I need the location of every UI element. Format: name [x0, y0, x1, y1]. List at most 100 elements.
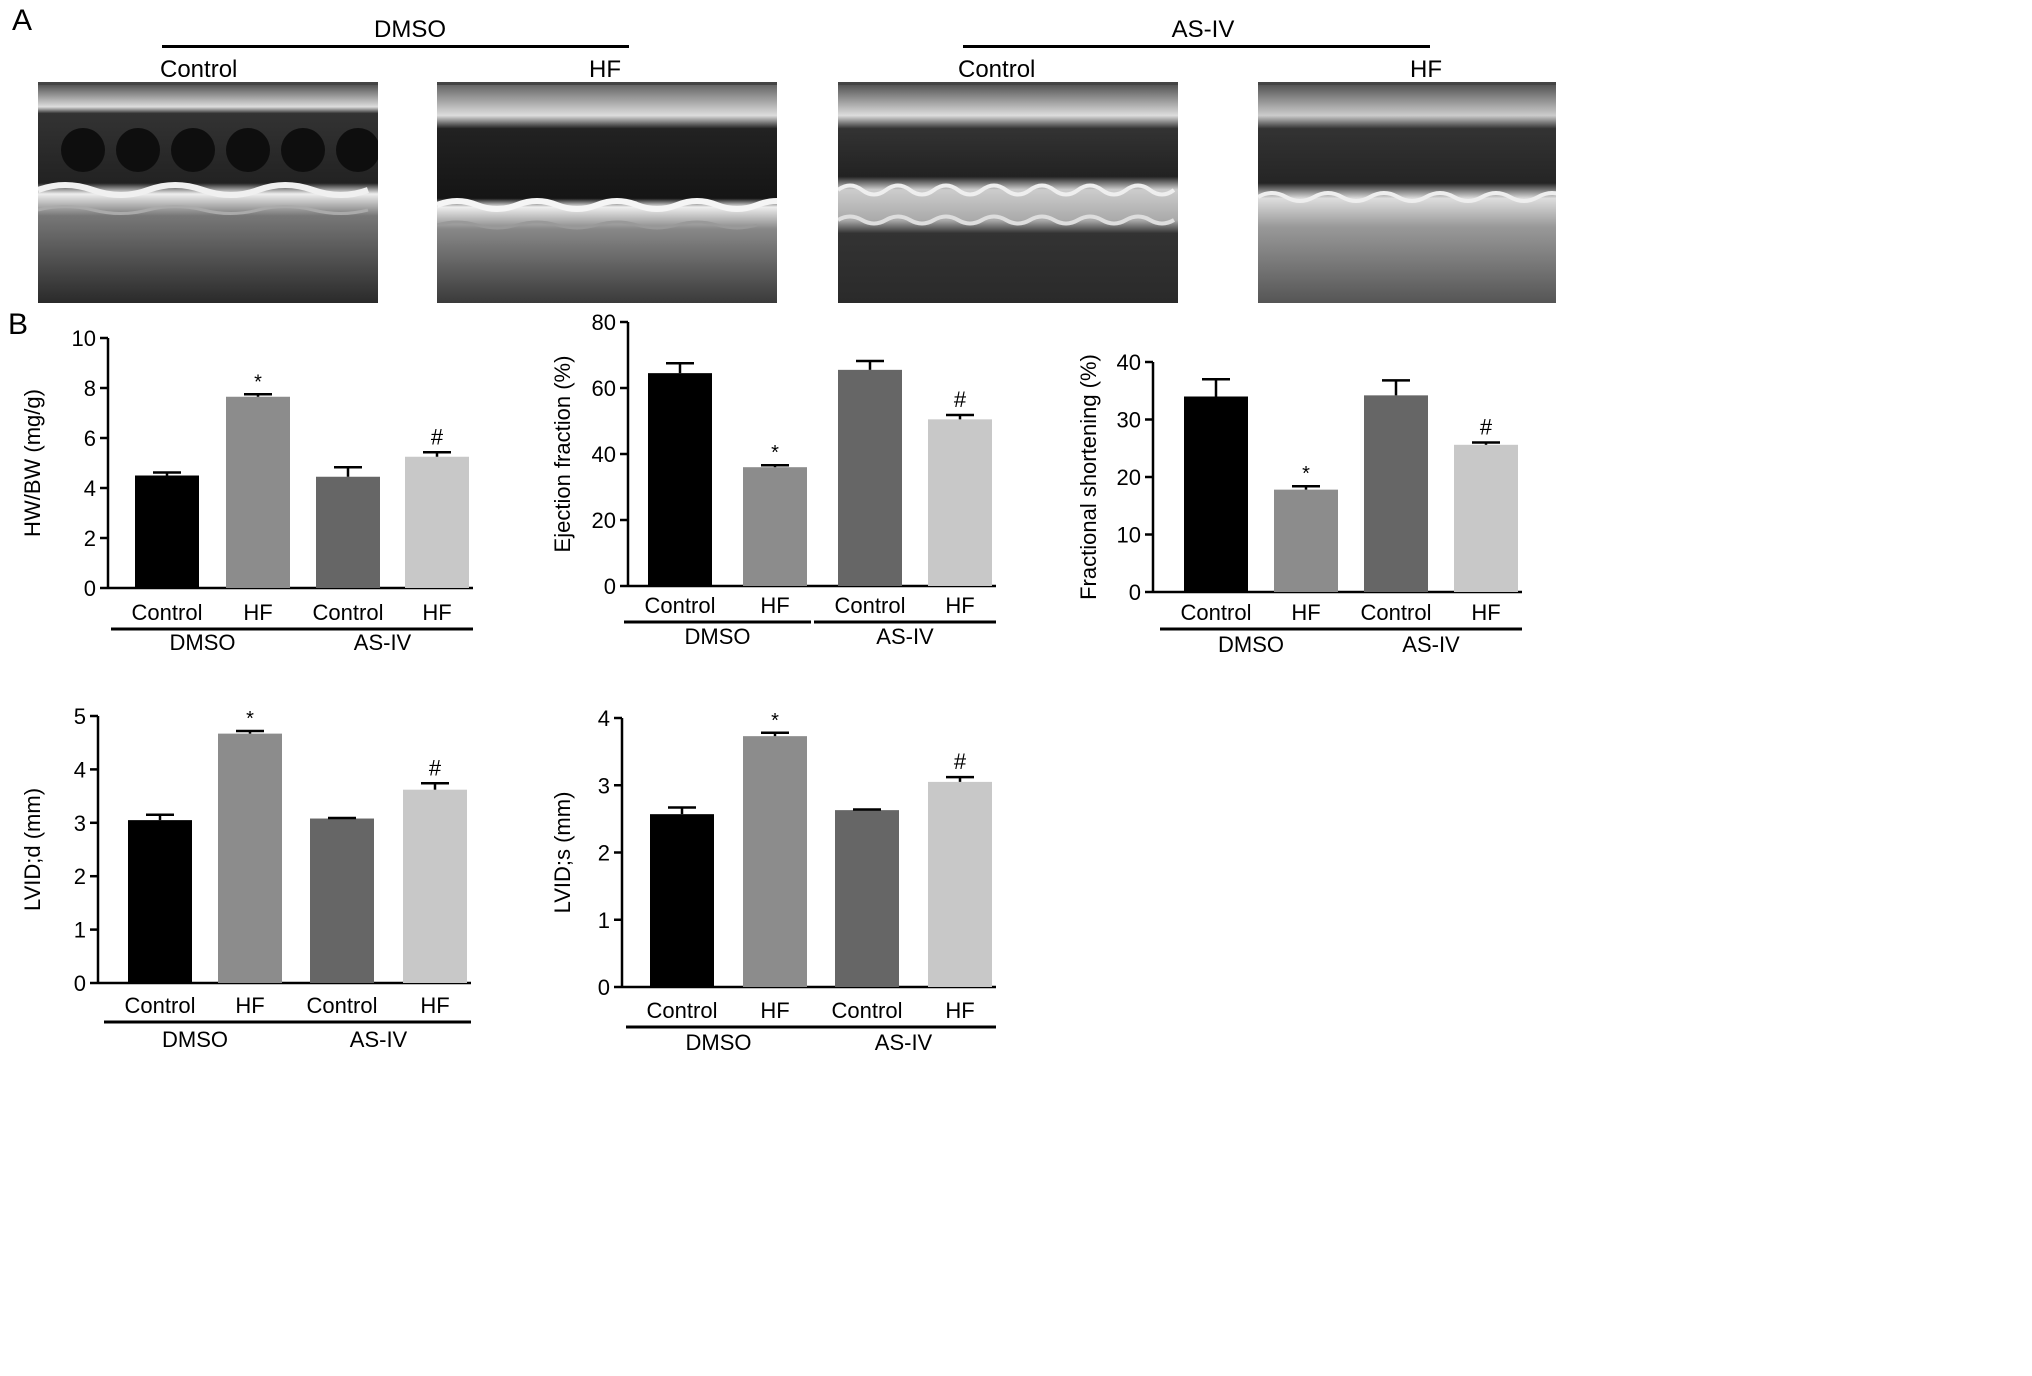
chart-4-bar-0: [650, 814, 714, 987]
chart-4-annotation-1: *: [771, 710, 779, 732]
chart-1-bar-3: [928, 419, 992, 586]
dmso-group-line: [162, 45, 629, 48]
chart-2-category-label-0: Control: [1181, 600, 1252, 625]
chart-3-ytick-label-1: 1: [74, 918, 86, 943]
chart-2-category-label-2: Control: [1361, 600, 1432, 625]
chart-3-bar-2: [310, 818, 374, 983]
chart-1-group-label-0: DMSO: [685, 624, 751, 649]
chart-3-annotation-1: *: [246, 708, 254, 730]
chart-4-group-label-1: AS-IV: [875, 1030, 933, 1055]
chart-2-bar-0: [1184, 396, 1248, 592]
dmso-group-label: DMSO: [374, 16, 446, 43]
chart-3-ytick-label-3: 3: [74, 811, 86, 836]
chart-0-annotation-3: #: [431, 424, 444, 449]
chart-1-category-label-2: Control: [835, 593, 906, 618]
chart-3-category-label-1: HF: [235, 993, 264, 1018]
chart-0-group-label-0: DMSO: [170, 630, 236, 655]
chart-2-ytick-label-0: 0: [1129, 580, 1141, 605]
chart-0-bar-3: [405, 456, 469, 588]
chart-4-ylabel: LVID;s (mm): [550, 792, 575, 914]
chart-3-ylabel: LVID;d (mm): [20, 788, 45, 911]
chart-0-ytick-label-0: 0: [84, 576, 96, 601]
chart-1-ytick-label-0: 0: [604, 574, 616, 599]
chart-2-category-label-3: HF: [1471, 600, 1500, 625]
chart-4-ytick-label-4: 4: [598, 706, 610, 731]
chart-0-bar-1: [226, 396, 290, 588]
chart-2-bar-2: [1364, 395, 1428, 592]
chart-0-ytick-label-5: 10: [72, 326, 96, 351]
chart-1-category-label-1: HF: [760, 593, 789, 618]
chart-4-category-label-0: Control: [647, 998, 718, 1023]
chart-2-annotation-1: *: [1302, 463, 1310, 485]
echo-image-asiv-hf: [1257, 82, 1567, 303]
chart-4-ytick-label-3: 3: [598, 773, 610, 798]
echo-label-asiv-hf: HF: [1410, 56, 1442, 83]
chart-0-bar-0: [135, 475, 199, 588]
chart-4-bar-3: [928, 781, 992, 987]
chart-4-ytick-label-2: 2: [598, 841, 610, 866]
chart-4-bar-2: [835, 810, 899, 987]
chart-0-ytick-label-3: 6: [84, 426, 96, 451]
chart-0-category-label-0: Control: [132, 600, 203, 625]
chart-1-group-label-1: AS-IV: [876, 624, 934, 649]
chart-3-annotation-3: #: [429, 755, 442, 780]
chart-1-bar-2: [838, 369, 902, 586]
chart-4-bar-1: [743, 736, 807, 987]
chart-1-category-label-3: HF: [945, 593, 974, 618]
panel-b-label: B: [8, 308, 29, 341]
chart-2-annotation-3: #: [1480, 415, 1493, 440]
chart-1-ytick-label-1: 20: [592, 508, 616, 533]
chart-2-bar-3: [1454, 444, 1518, 592]
echo-image-dmso-hf: [435, 82, 799, 303]
chart-3-ytick-label-5: 5: [74, 704, 86, 729]
echo-label-dmso-control: Control: [160, 56, 238, 83]
chart-2-ytick-label-3: 30: [1117, 408, 1141, 433]
chart-0-ytick-label-1: 2: [84, 526, 96, 551]
chart-2-ytick-label-4: 40: [1117, 350, 1141, 375]
chart-3-bar-1: [218, 733, 282, 983]
chart-0-category-label-2: Control: [313, 600, 384, 625]
chart-0-ytick-label-2: 4: [84, 476, 96, 501]
chart-0-bar-2: [316, 476, 380, 588]
chart-3-ytick-label-4: 4: [74, 757, 86, 782]
chart-0-category-label-1: HF: [243, 600, 272, 625]
chart-1-ytick-label-3: 60: [592, 376, 616, 401]
chart-3-ytick-label-2: 2: [74, 864, 86, 889]
echo-image-dmso-control: [36, 82, 380, 303]
chart-3-group-label-1: AS-IV: [350, 1027, 408, 1052]
chart-1-ytick-label-4: 80: [592, 310, 616, 335]
chart-0-group-label-1: AS-IV: [354, 630, 412, 655]
chart-2-bar-1: [1274, 489, 1338, 592]
asiv-group-line: [963, 45, 1430, 48]
asiv-group-label: AS-IV: [1171, 16, 1235, 43]
chart-2-group-label-0: DMSO: [1218, 632, 1284, 657]
chart-0-annotation-1: *: [254, 371, 262, 393]
chart-2-ylabel: Fractional shortening (%): [1076, 354, 1101, 600]
chart-1-ylabel: Ejection fraction (%): [550, 356, 575, 553]
chart-1-annotation-1: *: [771, 442, 779, 464]
chart-2-group-label-1: AS-IV: [1402, 632, 1460, 657]
chart-4-category-label-3: HF: [945, 998, 974, 1023]
chart-1-bar-1: [743, 467, 807, 586]
chart-4-annotation-3: #: [954, 749, 967, 774]
chart-3-category-label-3: HF: [420, 993, 449, 1018]
chart-4-group-label-0: DMSO: [686, 1030, 752, 1055]
chart-1-ytick-label-2: 40: [592, 442, 616, 467]
chart-2-ytick-label-2: 20: [1117, 465, 1141, 490]
chart-3-group-label-0: DMSO: [162, 1027, 228, 1052]
chart-4-category-label-2: Control: [832, 998, 903, 1023]
chart-0-ylabel: HW/BW (mg/g): [20, 389, 45, 537]
chart-3-bar-3: [403, 789, 467, 983]
panel-a-label: A: [12, 4, 33, 37]
echo-label-asiv-control: Control: [958, 56, 1036, 83]
chart-4-ytick-label-0: 0: [598, 975, 610, 1000]
chart-4-ytick-label-1: 1: [598, 908, 610, 933]
chart-1-annotation-3: #: [954, 387, 967, 412]
chart-3-bar-0: [128, 820, 192, 983]
chart-3-category-label-0: Control: [125, 993, 196, 1018]
chart-2-ytick-label-1: 10: [1117, 523, 1141, 548]
chart-0-ytick-label-4: 8: [84, 376, 96, 401]
chart-1-bar-0: [648, 373, 712, 586]
echo-label-dmso-hf: HF: [589, 56, 621, 83]
